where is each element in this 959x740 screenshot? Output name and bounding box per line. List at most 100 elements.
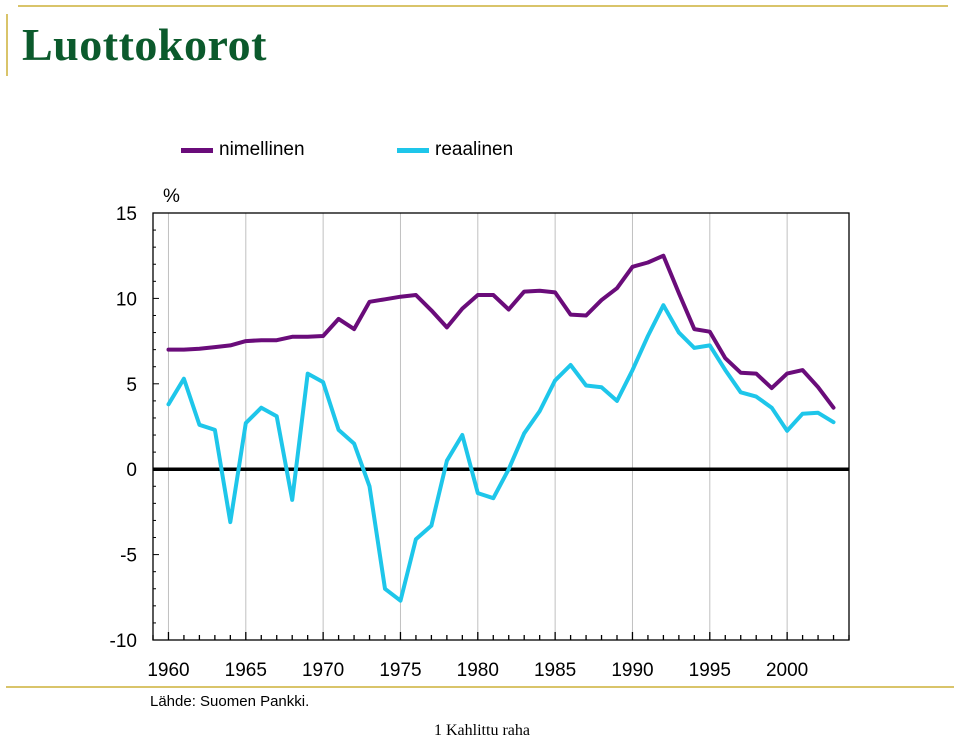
data-point-real <box>754 395 758 399</box>
frame-bottom-rule <box>6 686 954 688</box>
data-point-real <box>383 587 387 591</box>
y-tick-label: 15 <box>116 204 137 225</box>
series-line-nominal <box>166 253 836 410</box>
legend-item-nominal: nimellinen <box>181 138 305 162</box>
legend-label-real: reaalinen <box>435 139 514 160</box>
data-point-nominal <box>213 345 217 349</box>
data-point-nominal <box>491 293 495 297</box>
source-note: Lähde: Suomen Pankki. <box>150 693 310 710</box>
data-point-nominal <box>445 325 449 330</box>
data-point-nominal <box>182 348 186 352</box>
data-point-nominal <box>754 371 758 376</box>
data-point-nominal <box>414 293 418 297</box>
data-point-real <box>739 390 743 394</box>
data-point-nominal <box>522 289 526 294</box>
data-point-real <box>166 402 171 406</box>
data-point-real <box>599 385 604 389</box>
data-point-real <box>584 383 588 388</box>
data-point-real <box>306 371 310 376</box>
data-point-real <box>244 421 248 425</box>
data-point-real <box>429 523 433 528</box>
data-point-nominal <box>599 298 604 302</box>
y-axis-unit: % <box>163 186 180 207</box>
data-point-nominal <box>352 327 356 331</box>
data-point-nominal <box>259 338 263 342</box>
data-point-real <box>352 441 356 446</box>
data-point-real <box>367 484 372 488</box>
data-point-real <box>460 433 464 437</box>
data-point-real <box>816 411 820 415</box>
data-point-real <box>785 429 789 433</box>
data-point-real <box>723 368 727 372</box>
legend-swatch-real <box>397 147 429 153</box>
data-point-nominal <box>615 286 619 290</box>
y-tick-label: 0 <box>126 460 137 481</box>
data-point-real <box>259 406 263 410</box>
data-point-nominal <box>476 293 480 297</box>
data-point-nominal <box>275 338 279 342</box>
data-point-nominal <box>692 327 696 331</box>
data-point-nominal <box>367 300 372 304</box>
data-point-real <box>491 496 495 500</box>
data-point-real <box>197 423 201 427</box>
data-point-nominal <box>584 313 588 318</box>
data-point-nominal <box>337 317 341 321</box>
data-point-nominal <box>538 289 542 293</box>
data-point-nominal <box>228 343 232 347</box>
data-point-nominal <box>306 335 310 339</box>
data-point-nominal <box>569 313 573 317</box>
x-tick-label: 1995 <box>689 660 731 681</box>
data-point-nominal <box>801 368 805 372</box>
data-point-nominal <box>816 385 820 389</box>
y-tick-label: 10 <box>116 289 137 310</box>
legend-label-nominal: nimellinen <box>219 139 305 160</box>
x-tick-label: 1990 <box>611 660 653 681</box>
data-point-nominal <box>831 406 836 410</box>
data-point-real <box>538 409 542 413</box>
x-tick-label: 1985 <box>534 660 576 681</box>
y-tick-label: -5 <box>120 546 137 567</box>
data-point-nominal <box>785 371 789 376</box>
data-point-real <box>569 363 573 367</box>
data-point-nominal <box>507 307 511 312</box>
data-point-real <box>182 377 186 381</box>
data-point-real <box>615 399 619 403</box>
data-point-real <box>321 380 325 384</box>
data-point-nominal <box>677 291 681 295</box>
y-tick-label: -10 <box>110 631 137 652</box>
data-point-real <box>507 467 511 471</box>
data-point-nominal <box>383 297 387 301</box>
data-point-real <box>646 334 650 338</box>
x-tick-label: 1965 <box>225 660 267 681</box>
data-point-nominal <box>321 334 325 338</box>
legend-swatch-nominal <box>181 147 213 153</box>
data-point-real <box>661 303 666 307</box>
series-line-real <box>166 303 836 603</box>
data-point-real <box>213 428 217 432</box>
data-point-nominal <box>708 330 712 334</box>
data-point-nominal <box>630 265 635 269</box>
data-point-nominal <box>429 308 433 312</box>
data-point-real <box>692 346 696 350</box>
data-point-nominal <box>290 335 294 339</box>
footer-text: 1 Kahlittu raha <box>434 722 530 739</box>
page-title: Luottokorot <box>22 19 267 70</box>
data-point-nominal <box>460 307 464 311</box>
data-point-real <box>290 498 294 502</box>
data-point-nominal <box>739 371 743 375</box>
x-tick-label: 1970 <box>302 660 344 681</box>
data-point-real <box>476 491 480 495</box>
data-point-nominal <box>770 386 774 390</box>
plot-area-frame <box>152 212 850 641</box>
data-point-real <box>414 537 418 541</box>
data-point-nominal <box>646 260 650 265</box>
data-point-real <box>522 431 526 435</box>
data-point-real <box>831 420 836 424</box>
data-point-real <box>398 599 403 603</box>
data-point-nominal <box>197 347 201 351</box>
legend-item-real: reaalinen <box>397 138 513 162</box>
data-point-real <box>677 330 681 335</box>
data-point-nominal <box>166 348 171 352</box>
data-point-real <box>337 428 341 432</box>
